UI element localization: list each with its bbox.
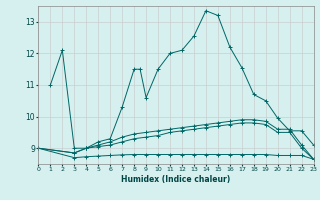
- X-axis label: Humidex (Indice chaleur): Humidex (Indice chaleur): [121, 175, 231, 184]
